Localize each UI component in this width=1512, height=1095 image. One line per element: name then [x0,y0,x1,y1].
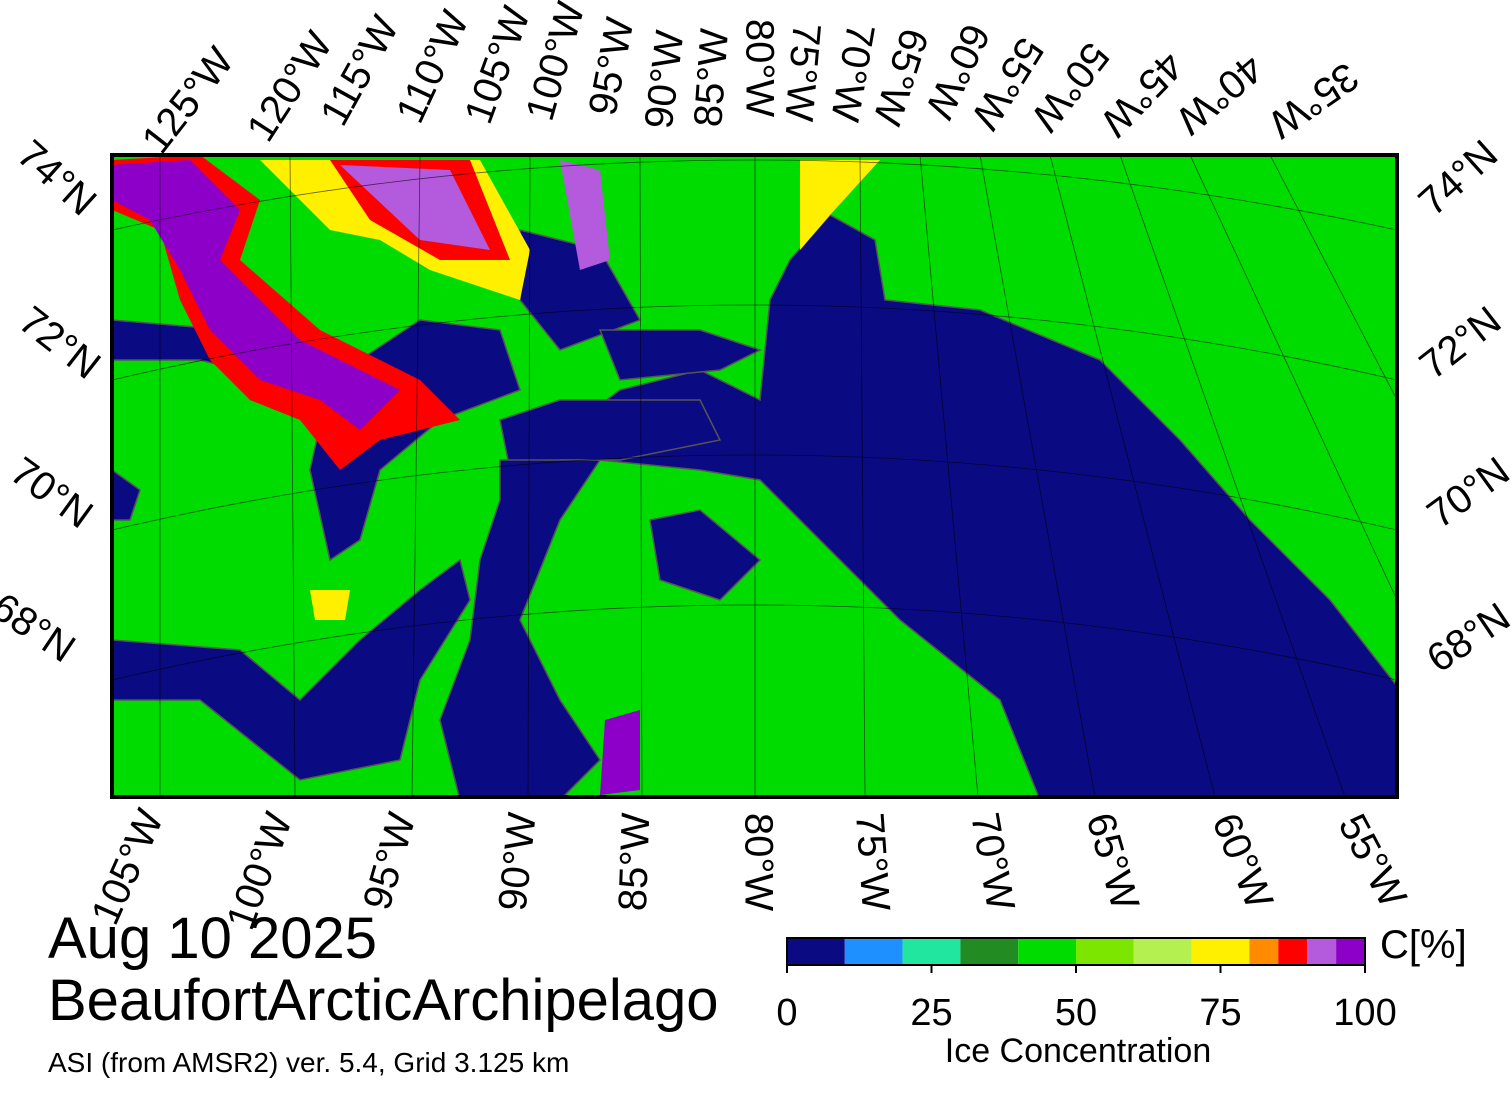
left-label: 68°N [0,585,83,671]
bottom-label: 85°W [611,812,658,912]
bottom-label: 80°W [736,813,780,911]
map [112,155,1397,797]
colorbar-bin [902,938,961,965]
left-label: 70°N [2,449,100,537]
colorbar-tick-label: 75 [1199,992,1241,1034]
water [112,214,1397,797]
colorbar-bin [960,938,1019,965]
right-label: 70°N [1419,449,1512,537]
map-frame [110,153,1399,799]
top-label: 90°W [637,28,693,131]
left-label: 74°N [9,132,105,225]
top-label: 80°W [737,19,781,117]
top-label: 75°W [776,21,828,123]
bottom-label: 75°W [847,811,898,912]
bottom-label: 95°W [355,808,424,915]
colorbar-bin [1076,938,1134,965]
graticule [112,155,1397,797]
colorbar-tick-label: 50 [1055,992,1097,1034]
bottom-label: 60°W [1203,807,1281,915]
top-label: 95°W [581,14,643,119]
colorbar-bin [1133,938,1192,965]
bottom-label: 90°W [491,810,545,913]
colorbar-tick-label: 25 [910,992,952,1034]
source: ASI (from AMSR2) ver. 5.4, Grid 3.125 km [48,1047,569,1078]
bottom-label: 70°W [962,809,1022,914]
top-label: 125°W [134,39,243,161]
colorbar-bin [1307,938,1337,965]
colorbar-tick-label: 0 [776,992,797,1034]
right-label: 72°N [1412,298,1510,388]
region: BeaufortArcticArchipelago [48,968,719,1033]
right-label: 68°N [1419,595,1512,681]
right-label: 74°N [1410,132,1506,225]
colorbar-bin [1249,938,1279,965]
date: Aug 10 2025 [48,906,377,971]
colorbar-bin [1278,938,1308,965]
left-label: 72°N [11,298,109,388]
bottom-label: 65°W [1078,808,1147,915]
colorbar-bin [844,938,903,965]
top-label: 85°W [686,27,737,128]
colorbar-bin [1336,938,1365,965]
colorbar-bin [1191,938,1250,965]
colorbar-tick-label: 100 [1333,992,1396,1034]
colorbar-title: Ice Concentration [945,1032,1212,1070]
colorbar-bin [1018,938,1076,965]
top-label: 40°W [1168,45,1272,142]
bottom-label: 55°W [1330,807,1415,915]
sea-ice [112,155,880,795]
top-label: 35°W [1260,54,1366,147]
colorbar-bin [787,938,845,965]
colorbar-unit: C[%] [1380,923,1467,967]
